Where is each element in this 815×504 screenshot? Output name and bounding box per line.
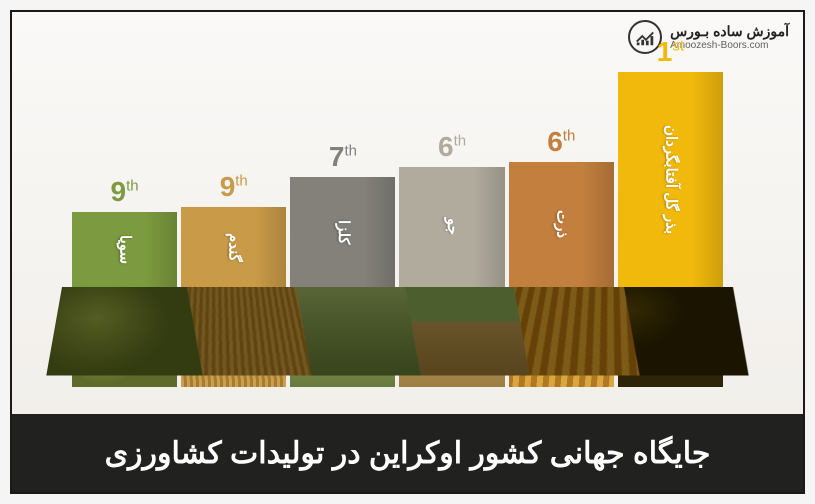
bar-body: ذرت bbox=[509, 162, 614, 287]
rank-label: 9th bbox=[111, 176, 139, 208]
rank-label: 7th bbox=[329, 141, 357, 173]
bar-body: جو bbox=[399, 167, 504, 287]
bar-crop-label: سویا bbox=[116, 235, 134, 264]
bar-crop-label: کلزا bbox=[334, 220, 352, 245]
title-band: جایگاه جهانی کشور اوکراین در تولیدات کشا… bbox=[12, 414, 803, 492]
bar-crop-label: بذر گل آفتابگردان bbox=[661, 125, 679, 234]
bar-crop-label: جو bbox=[443, 218, 461, 235]
bar-0: 1st بذر گل آفتابگردان bbox=[618, 36, 723, 387]
bar-5: 9th سویا bbox=[72, 176, 177, 387]
rank-label: 6th bbox=[547, 126, 575, 158]
bar-body: بذر گل آفتابگردان bbox=[618, 72, 723, 287]
rank-label: 6th bbox=[438, 131, 466, 163]
rank-label: 1st bbox=[657, 36, 684, 68]
bar-base-texture bbox=[72, 287, 177, 387]
bar-body: سویا bbox=[72, 212, 177, 287]
bar-body: کلزا bbox=[290, 177, 395, 287]
rank-label: 9th bbox=[220, 171, 248, 203]
bar-crop-label: ذرت bbox=[552, 210, 570, 238]
ranking-chart: 1stبذر گل آفتابگردان6thذرت6thجو7thکلزا9t… bbox=[72, 87, 723, 387]
bar-body: گندم bbox=[181, 207, 286, 287]
infographic-title: جایگاه جهانی کشور اوکراین در تولیدات کشا… bbox=[105, 436, 711, 471]
infographic-frame: آموزش ساده بـورس Amoozesh-Boors.com 1stب… bbox=[10, 10, 805, 494]
bar-crop-label: گندم bbox=[225, 233, 243, 262]
